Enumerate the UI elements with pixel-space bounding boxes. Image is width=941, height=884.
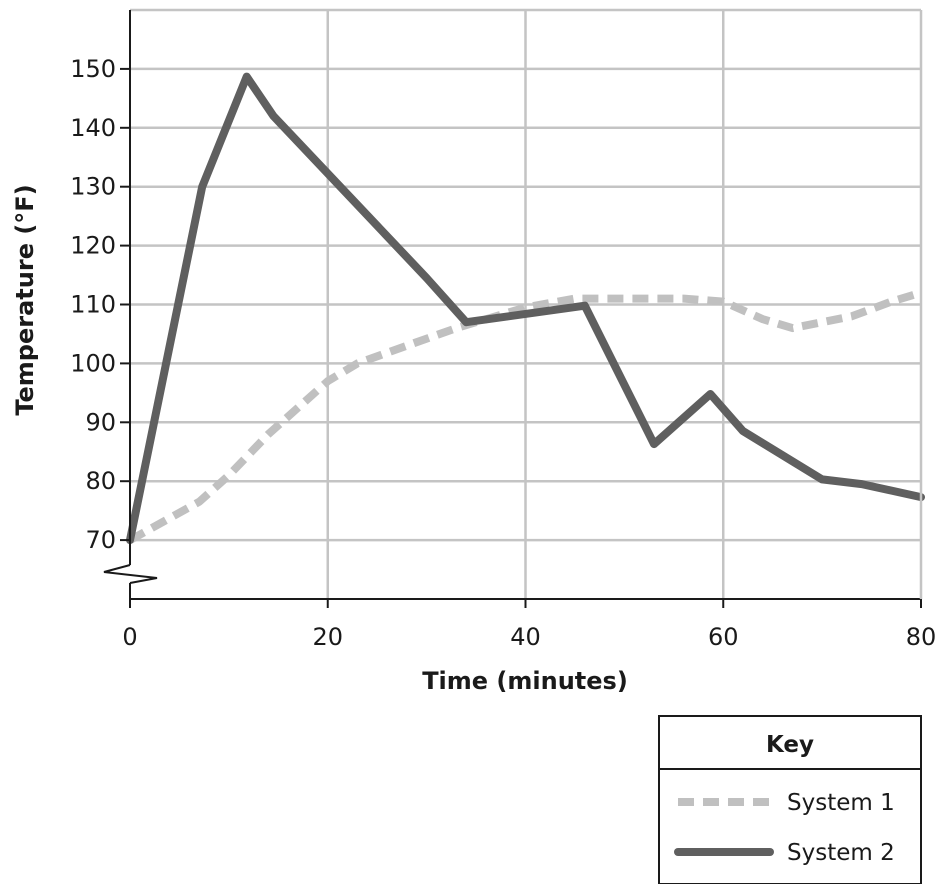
- legend: Key System 1 System 2: [658, 715, 922, 884]
- y-tick-label-80: 80: [85, 467, 116, 495]
- y-axis-title: Temperature (°F): [11, 184, 39, 415]
- legend-label-system-1: System 1: [787, 790, 895, 816]
- x-tick-label-40: 40: [510, 623, 541, 651]
- y-tick-label-70: 70: [85, 526, 116, 554]
- x-tick-label-0: 0: [122, 623, 137, 651]
- series-line-2: [126, 72, 925, 545]
- grid-lines: [130, 8, 921, 599]
- y-tick-label-150: 150: [70, 55, 116, 83]
- y-tick-label-110: 110: [70, 291, 116, 319]
- x-tick-label-60: 60: [708, 623, 739, 651]
- x-tick-label-20: 20: [312, 623, 343, 651]
- y-axis-break: [103, 564, 158, 584]
- legend-label-system-2: System 2: [787, 840, 895, 866]
- legend-box: [658, 715, 922, 884]
- tick-labels: 0 20 40 60 80 70 80 90 100 110 120 130 140 150: [70, 55, 936, 651]
- y-tick-label-120: 120: [70, 232, 116, 260]
- series-lines: [126, 72, 925, 545]
- axes: [103, 10, 923, 608]
- x-axis-title: Time (minutes): [422, 667, 628, 695]
- y-tick-label-90: 90: [85, 408, 116, 436]
- y-tick-label-140: 140: [70, 114, 116, 142]
- x-tick-label-80: 80: [906, 623, 937, 651]
- legend-title: Key: [766, 732, 814, 758]
- y-tick-label-130: 130: [70, 173, 116, 201]
- y-tick-label-100: 100: [70, 349, 116, 377]
- series-line-1: [128, 288, 923, 544]
